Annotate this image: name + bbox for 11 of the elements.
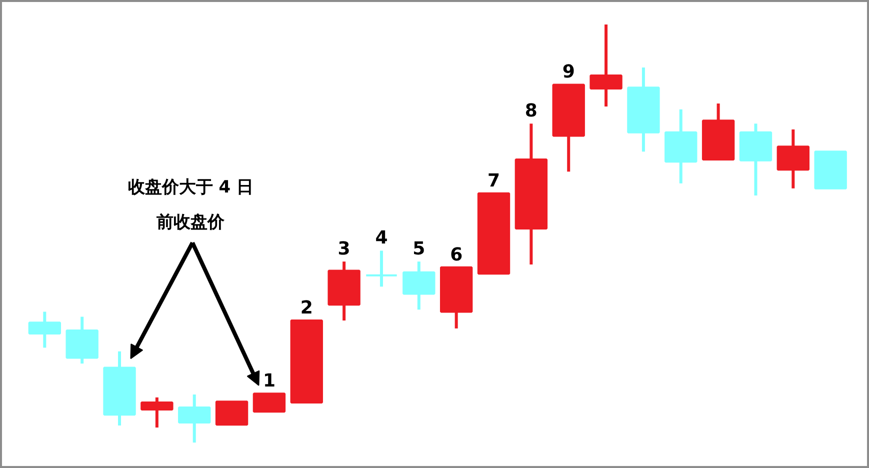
text: 5 — [412, 238, 426, 260]
text: 2 — [300, 298, 313, 318]
text: 1 — [262, 370, 276, 392]
text: 6 — [450, 244, 463, 266]
annotation: 收盘价大于 4 日前收盘价 — [128, 178, 254, 233]
candlestick — [365, 250, 398, 287]
text: 7 — [487, 170, 500, 192]
text: 8 — [524, 100, 538, 122]
text: 4 — [375, 228, 388, 249]
text: 3 — [338, 238, 350, 260]
text: 9 — [562, 62, 575, 83]
